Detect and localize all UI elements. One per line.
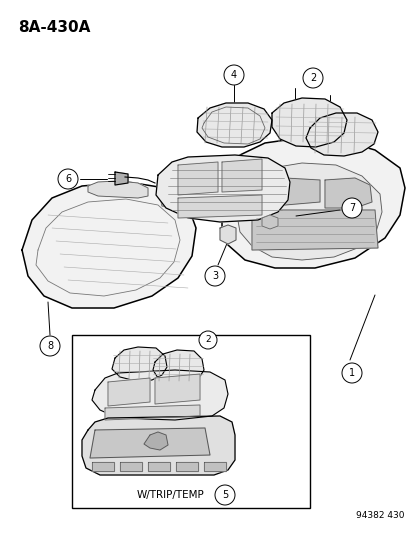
Text: 8A-430A: 8A-430A: [18, 20, 90, 35]
Text: 3: 3: [211, 271, 218, 281]
Polygon shape: [204, 462, 225, 471]
Circle shape: [223, 65, 243, 85]
Text: 1: 1: [348, 368, 354, 378]
Circle shape: [40, 336, 60, 356]
Polygon shape: [90, 428, 209, 458]
Text: 4: 4: [230, 70, 237, 80]
Circle shape: [199, 331, 216, 349]
Circle shape: [214, 485, 235, 505]
Text: 2: 2: [205, 335, 210, 344]
Polygon shape: [271, 98, 346, 147]
Polygon shape: [159, 190, 180, 208]
Polygon shape: [108, 378, 150, 406]
Polygon shape: [115, 172, 128, 185]
Polygon shape: [88, 181, 147, 198]
Polygon shape: [176, 462, 197, 471]
Polygon shape: [254, 178, 319, 205]
Circle shape: [341, 198, 361, 218]
Polygon shape: [236, 163, 381, 260]
Circle shape: [204, 266, 224, 286]
Text: 8: 8: [47, 341, 53, 351]
Text: 94382 430: 94382 430: [356, 511, 404, 520]
Polygon shape: [105, 405, 199, 420]
Text: 7: 7: [348, 203, 354, 213]
Text: 5: 5: [221, 490, 228, 500]
Polygon shape: [324, 178, 371, 208]
Polygon shape: [219, 225, 235, 244]
Text: W/TRIP/TEMP: W/TRIP/TEMP: [137, 490, 204, 500]
Polygon shape: [82, 416, 235, 475]
Circle shape: [341, 363, 361, 383]
Text: 2: 2: [309, 73, 316, 83]
Polygon shape: [178, 195, 261, 218]
Polygon shape: [22, 182, 195, 308]
Polygon shape: [261, 215, 277, 229]
Polygon shape: [92, 462, 114, 471]
Polygon shape: [221, 159, 261, 192]
Text: 6: 6: [65, 174, 71, 184]
Polygon shape: [178, 162, 218, 195]
Circle shape: [302, 68, 322, 88]
Polygon shape: [153, 350, 204, 383]
Polygon shape: [92, 370, 228, 420]
Polygon shape: [305, 113, 377, 156]
Polygon shape: [197, 103, 271, 147]
Polygon shape: [156, 155, 289, 222]
Polygon shape: [221, 138, 404, 268]
Bar: [72, 335, 309, 508]
Polygon shape: [144, 432, 168, 450]
Polygon shape: [112, 347, 166, 381]
Polygon shape: [252, 210, 377, 250]
Polygon shape: [154, 374, 199, 404]
Polygon shape: [120, 462, 142, 471]
Circle shape: [58, 169, 78, 189]
Polygon shape: [147, 462, 170, 471]
